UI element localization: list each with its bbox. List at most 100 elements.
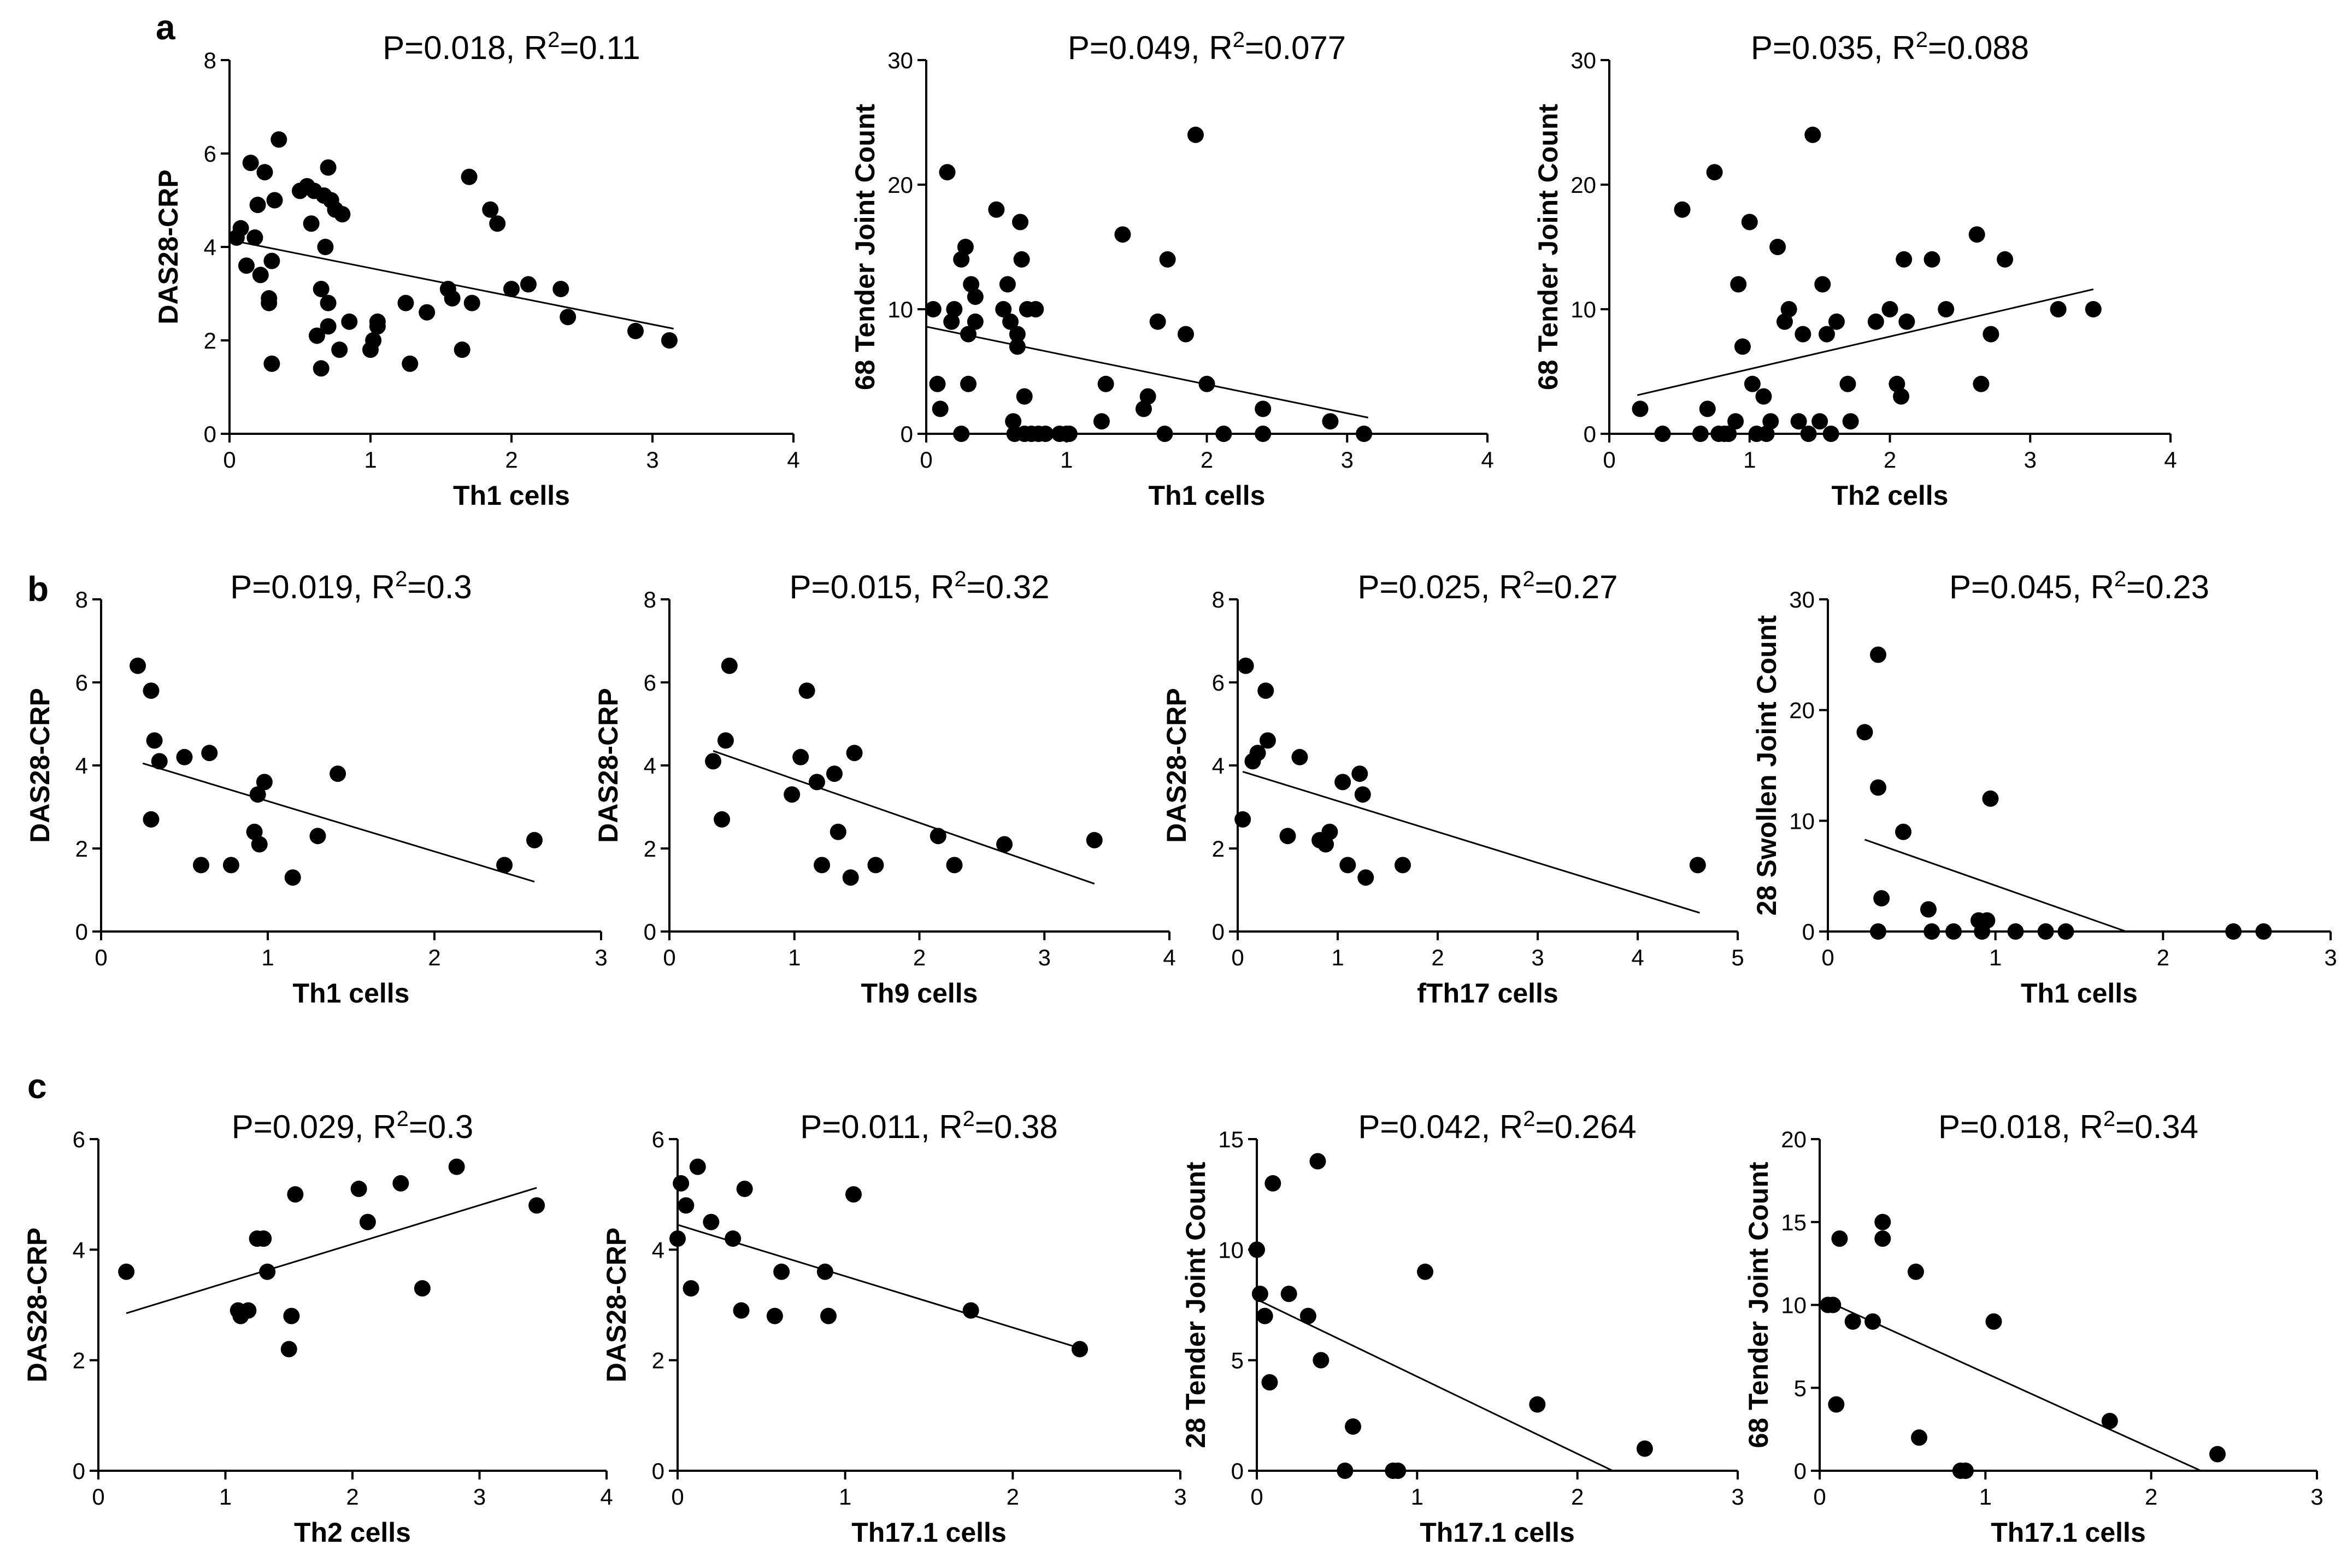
x-tick-label: 3 <box>1341 447 1354 473</box>
data-point <box>1313 1352 1330 1369</box>
y-tick-label: 8 <box>1212 587 1225 612</box>
data-point <box>733 1302 750 1319</box>
panel-letter-b: b <box>27 569 49 609</box>
data-point <box>176 748 193 765</box>
title-superscript: 2 <box>1233 28 1245 52</box>
data-point <box>1811 413 1828 430</box>
data-point <box>1417 1263 1433 1280</box>
data-point <box>1818 326 1835 343</box>
data-point <box>925 301 942 317</box>
x-tick-label: 5 <box>1731 945 1744 970</box>
data-point <box>999 276 1016 293</box>
data-point <box>317 239 334 255</box>
plot-title: P=0.025, R2=0.27 <box>1358 567 1618 605</box>
y-tick-label: 20 <box>1789 698 1815 723</box>
data-point <box>962 1302 979 1319</box>
data-point <box>1734 338 1751 355</box>
data-point <box>1299 1307 1316 1324</box>
data-point <box>2007 923 2024 940</box>
data-point <box>1177 326 1194 343</box>
title-superscript: 2 <box>2114 567 2126 591</box>
data-point <box>193 857 209 874</box>
data-point <box>1874 1213 1891 1230</box>
data-point <box>1237 657 1254 674</box>
x-axis-label: Th9 cells <box>861 978 978 1009</box>
title-superscript: 2 <box>954 567 966 591</box>
data-point <box>1086 832 1103 848</box>
x-tick-label: 0 <box>920 447 932 473</box>
y-axis-label: DAS28-CRP <box>1161 688 1192 842</box>
data-point <box>784 786 801 803</box>
x-tick-label: 1 <box>839 1484 851 1510</box>
x-tick-label: 3 <box>1731 1484 1744 1510</box>
data-point <box>1920 901 1937 918</box>
data-point <box>320 294 337 311</box>
data-point <box>146 732 163 749</box>
x-tick-label: 1 <box>1060 447 1073 473</box>
y-axis-label: DAS28-CRP <box>25 688 55 842</box>
title-p-value: P=0.018, <box>1938 1109 2080 1145</box>
y-tick-label: 2 <box>644 836 656 862</box>
x-axis-label: Th17.1 cells <box>1991 1517 2146 1548</box>
data-point <box>816 1263 833 1280</box>
data-point <box>249 197 266 214</box>
data-point <box>1255 426 1272 442</box>
title-r-symbol: R <box>2091 569 2114 605</box>
data-point <box>996 836 1013 853</box>
x-axis-label: Th2 cells <box>294 1517 411 1548</box>
data-point <box>552 280 569 297</box>
title-superscript: 2 <box>963 1107 975 1131</box>
data-point <box>365 332 382 349</box>
scatter-plot-a3: 0 1 2 3 4 0 10 20 30 Th2 cells 68 Tender Joint Cou… <box>1533 28 2177 511</box>
title-p-value: P=0.019, <box>230 569 372 605</box>
data-point <box>263 355 280 372</box>
regression-line <box>677 1224 1084 1350</box>
data-point <box>1790 413 1807 430</box>
data-point <box>201 745 218 762</box>
x-axis-label: Th2 cells <box>1832 480 1949 511</box>
x-tick-label: 1 <box>1979 1484 1992 1510</box>
data-point <box>1870 779 1886 796</box>
data-point <box>1870 646 1886 663</box>
data-point <box>1720 426 1737 442</box>
data-point <box>661 332 678 349</box>
data-point <box>792 748 809 765</box>
data-point <box>1924 251 1940 268</box>
y-tick-label: 0 <box>1584 421 1596 447</box>
data-point <box>830 823 846 840</box>
data-point <box>1870 923 1886 940</box>
y-axis-label: DAS28-CRP <box>22 1228 52 1382</box>
data-point <box>1345 1418 1361 1435</box>
y-tick-label: 4 <box>644 753 656 779</box>
data-point <box>526 832 543 848</box>
title-superscript: 2 <box>548 28 560 52</box>
y-tick-label: 0 <box>1794 1458 1807 1484</box>
data-point <box>1249 745 1266 762</box>
data-point <box>1896 251 1913 268</box>
data-point <box>448 1158 465 1175</box>
x-axis-label: Th1 cells <box>2021 978 2138 1009</box>
data-point <box>932 400 949 417</box>
x-tick-label: 2 <box>1431 945 1444 970</box>
data-point <box>1114 226 1131 243</box>
regression-line <box>142 762 535 883</box>
data-point <box>1072 1341 1088 1358</box>
data-point <box>2255 923 2272 940</box>
data-point <box>820 1307 837 1324</box>
x-tick-label: 3 <box>473 1484 486 1510</box>
x-tick-label: 1 <box>1989 945 2002 970</box>
data-point <box>1280 1286 1297 1302</box>
data-point <box>673 1175 690 1192</box>
x-tick-label: 0 <box>1821 945 1834 970</box>
scatter-plot-a2: 0 1 2 3 4 0 10 20 30 Th1 cells 68 Tender Joint Cou… <box>850 28 1494 511</box>
data-point <box>1027 301 1044 317</box>
data-point <box>1893 388 1910 405</box>
data-point <box>1321 823 1338 840</box>
data-point <box>1907 1263 1924 1280</box>
data-point <box>1825 1296 1842 1313</box>
x-tick-label: 3 <box>1174 1484 1186 1510</box>
data-point <box>1831 1230 1848 1247</box>
data-point <box>798 682 815 699</box>
